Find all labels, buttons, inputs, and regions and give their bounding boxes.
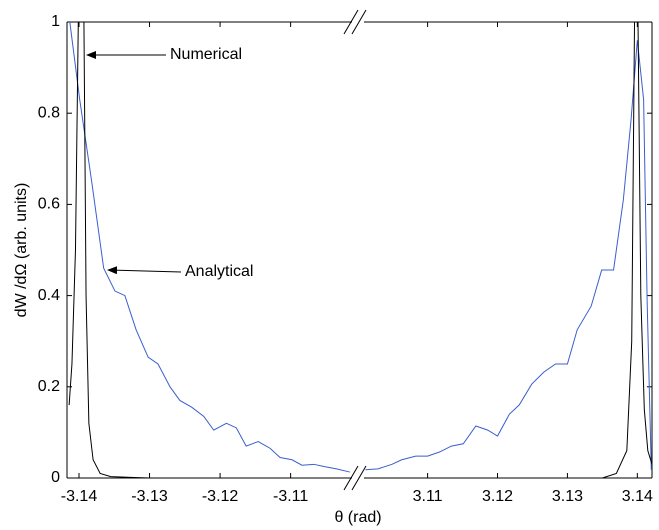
x-tick-label: 3.13 [552, 488, 583, 505]
y-tick-label: 0.2 [38, 378, 60, 395]
x-tick-label: -3.13 [131, 488, 168, 505]
x-tick-label: 3.14 [622, 488, 653, 505]
y-tick-label: 0.4 [38, 287, 60, 304]
callout-arrow [107, 266, 182, 275]
x-tick-label: -3.14 [61, 488, 98, 505]
series-line [364, 21, 653, 479]
x-tick-label: -3.11 [273, 488, 308, 505]
y-tick-label: 1 [51, 13, 60, 30]
series-line [68, 21, 352, 479]
frame [66, 9, 653, 491]
y-tick-label: 0.6 [38, 196, 60, 213]
x-tick-label: 3.11 [413, 488, 443, 505]
series-label: Analytical [185, 263, 253, 280]
y-axis-label: dW /dΩ (arb. units) [13, 183, 30, 318]
series-line [365, 40, 652, 471]
x-tick-label: 3.12 [482, 488, 513, 505]
series-line [69, 21, 350, 473]
y-tick-label: 0.8 [38, 104, 60, 121]
series-label: Numerical [170, 46, 242, 63]
y-tick-label: 0 [51, 469, 60, 486]
x-axis-label: θ (rad) [334, 509, 381, 526]
x-tick-label: -3.12 [202, 488, 239, 505]
